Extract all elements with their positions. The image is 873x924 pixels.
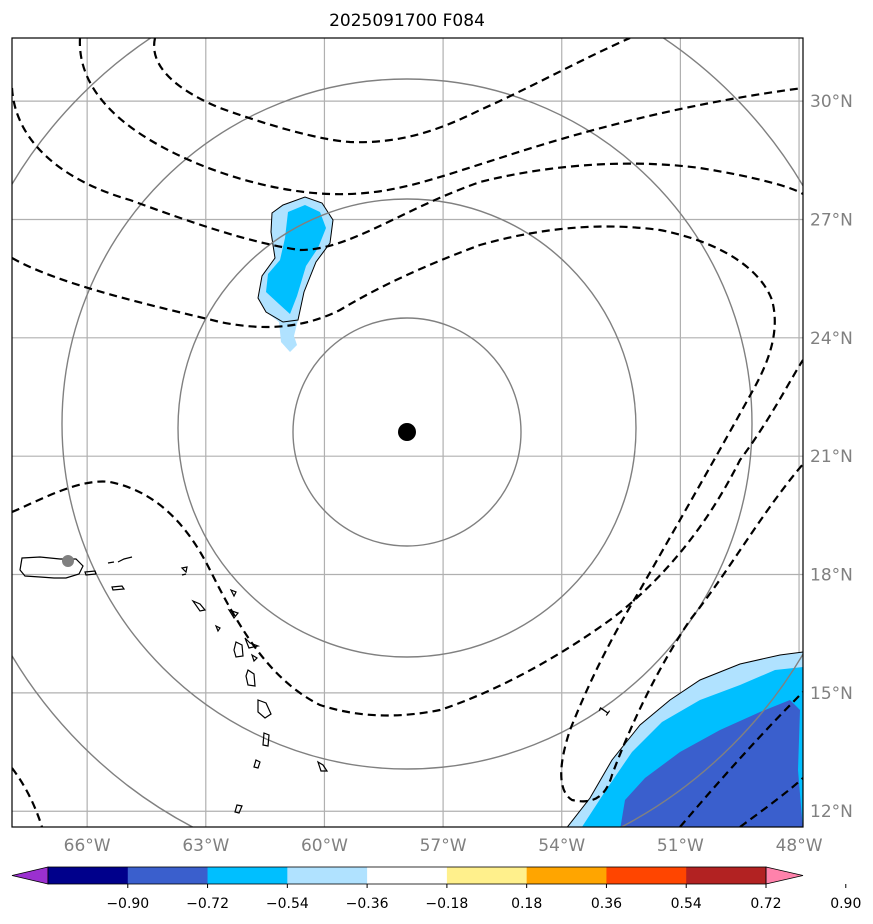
colorbar-tick-label: 0.54 [671,896,702,912]
island-martinique [245,669,256,687]
range-rings [12,38,803,827]
colorbar-segment [207,867,288,884]
latitude-label: 30°N [810,92,853,112]
colorbar-segment [446,867,528,884]
longitude-label: 51°W [657,836,704,856]
island [117,556,133,563]
longitude-label: 54°W [538,836,585,856]
shade-dark-blue [620,700,803,827]
contour-line [12,767,44,827]
dashed-contours [12,38,803,827]
longitude-labels: 66°W 63°W 60°W 57°W 54°W 51°W 48°W [64,836,823,856]
latitude-label: 24°N [810,329,853,349]
island-guadeloupe [233,641,244,658]
colorbar-tick-label: −0.36 [346,896,389,912]
coastlines [19,556,329,814]
range-ring [61,78,753,770]
colorbar-extend-high [765,866,804,885]
island-barbados [316,760,329,772]
colorbar-tick-label: −0.54 [266,896,309,912]
colorbar-segment [606,867,687,884]
storm-center-marker [398,423,416,441]
colorbar-tick-label: −0.90 [106,896,149,912]
island [180,566,188,574]
shade-outline [566,651,803,827]
longitude-label: 60°W [301,836,348,856]
longitude-label: 57°W [420,836,467,856]
map-frame [11,37,804,828]
shade-outline [257,196,334,323]
contour-line [153,38,631,144]
colorbar-tick-label: 0.90 [830,896,861,912]
island [250,653,258,663]
colorbar-segment [127,867,209,884]
island-puerto-rico [19,556,84,579]
latitude-label: 21°N [810,447,853,467]
colorbar [11,866,804,885]
latitude-label: 15°N [810,684,853,704]
colorbar-segment [367,867,448,884]
island [191,599,207,612]
island-st-lucia [257,699,272,719]
contour-line [12,225,803,803]
colorbar-tick-label: 0.18 [511,896,542,912]
reference-point-marker [62,555,74,567]
colorbar-segment [287,867,368,884]
longitude-label: 63°W [182,836,229,856]
latitude-label: 12°N [810,802,853,822]
shade-medium-blue [266,205,326,314]
island [181,573,187,576]
colorbar-tick-labels: −0.90 −0.72 −0.54 −0.36 −0.18 0.18 0.36 0.54 0.7… [106,884,861,912]
map-title: 2025091700 F084 [329,11,485,31]
latitude-labels: 12°N 15°N 18°N 21°N 24°N 27°N 30°N [810,92,853,822]
colorbar-segment [526,867,607,884]
island [229,588,237,598]
island [111,585,126,591]
colorbar-extend-low [11,866,49,885]
island-grenada [234,804,243,814]
map-content: 1 [12,38,803,827]
island [214,624,221,633]
colorbar-tick-label: 0.72 [750,896,781,912]
island [244,637,261,649]
longitude-label: 66°W [64,836,111,856]
island [227,608,240,620]
contour-line [78,38,803,196]
contour-line [12,359,803,717]
colorbar-tick-label: −0.72 [186,896,229,912]
latitude-label: 18°N [810,566,853,586]
colorbar-segment [686,867,767,884]
range-ring [292,317,522,547]
island [253,759,261,769]
island [107,561,115,564]
island [84,570,97,576]
contour-line [12,87,803,252]
longitude-label: 48°W [776,836,823,856]
colorbar-outline [47,866,767,885]
island-st-vincent [262,732,270,747]
colorbar-segment [48,867,129,884]
contour-line [679,691,803,827]
shaded-field-north [257,196,334,352]
colorbar-tick-label: −0.18 [425,896,468,912]
range-ring [177,198,637,658]
latitude-label: 27°N [810,210,853,230]
colorbar-tick-label: 0.36 [591,896,622,912]
gridlines [12,38,803,827]
shaded-field-southeast [566,651,803,827]
